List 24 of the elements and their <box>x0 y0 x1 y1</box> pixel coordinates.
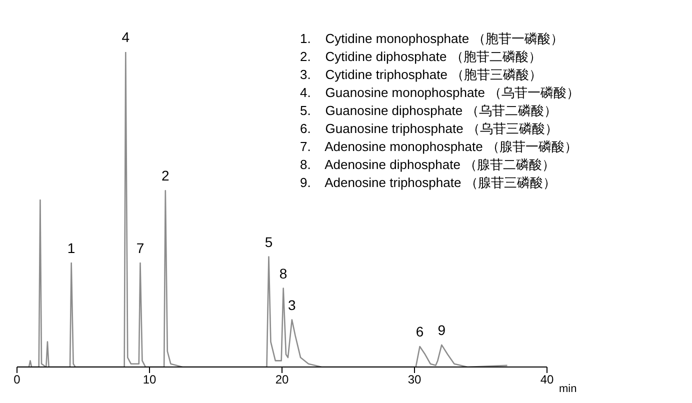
annotation: 2 <box>162 168 170 184</box>
annotation: 7. Adenosine monophosphate （腺苷一磷酸） <box>300 138 578 156</box>
annotation: 8 <box>279 265 288 282</box>
annotation: 4. Guanosine monophosphate （乌苷一磷酸） <box>300 84 580 102</box>
annotation: 4 <box>122 29 130 45</box>
x-axis-title: min <box>559 382 577 395</box>
annotation: 6. Guanosine triphosphate （乌苷三磷酸） <box>300 120 559 138</box>
annotation: 5. Guanosine diphosphate （乌苷二磷酸） <box>300 102 558 120</box>
x-tick-label: 20 <box>275 372 289 387</box>
annotation: 9. Adenosine triphosphate （腺苷三磷酸） <box>300 174 557 192</box>
annotation: 7 <box>136 240 144 256</box>
x-tick-label: 0 <box>14 372 21 387</box>
annotation: 2. Cytidine diphosphate （胞苷二磷酸） <box>300 48 542 66</box>
annotation: 9 <box>438 322 446 338</box>
x-tick-label: 40 <box>540 372 554 387</box>
annotation: 8. Adenosine diphosphate （腺苷二磷酸） <box>300 156 556 174</box>
annotation: 3 <box>288 296 296 313</box>
annotation: 3. Cytidine triphosphate （胞苷三磷酸） <box>300 66 544 84</box>
annotation: 1 <box>67 240 76 256</box>
text: 1. Cytidine monophosphate （胞苷一磷酸） <box>300 30 565 48</box>
x-tick-label: 10 <box>142 372 156 387</box>
x-tick-label: 30 <box>408 372 422 387</box>
annotation: 6 <box>416 324 424 340</box>
annotation: 5 <box>264 234 273 250</box>
